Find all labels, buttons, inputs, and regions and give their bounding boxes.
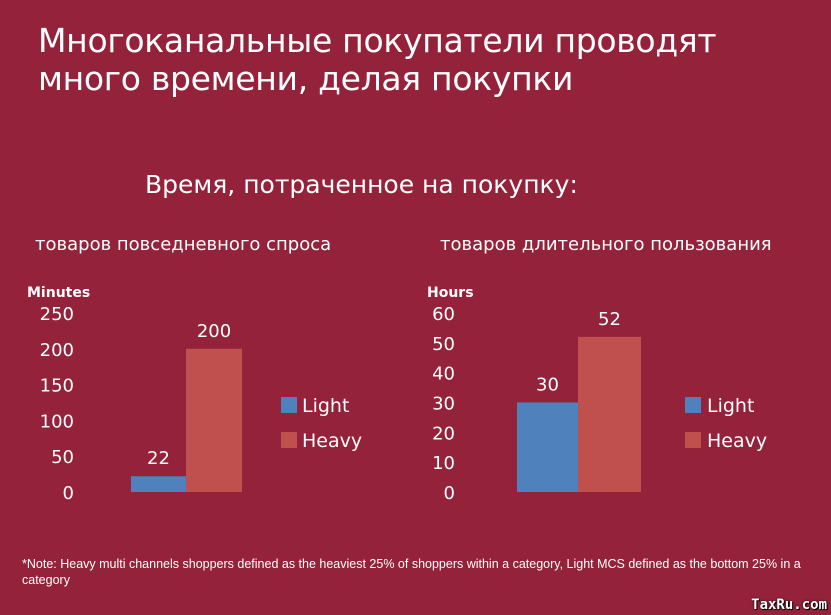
y-tick-label: 250 <box>40 304 74 325</box>
y-tick-label: 20 <box>432 423 455 444</box>
bar-heavy <box>186 348 242 492</box>
y-tick-label: 30 <box>432 394 455 415</box>
subtitle: Время, потраченное на покупку: <box>145 170 578 199</box>
data-label: 22 <box>147 448 170 469</box>
y-axis-label: Minutes <box>27 285 90 301</box>
title-line-1: Многоканальные покупатели проводят <box>38 21 717 60</box>
y-tick-label: 150 <box>40 376 74 397</box>
y-tick-label: 60 <box>432 304 455 325</box>
bar-light <box>131 476 186 492</box>
legend-swatch-light <box>281 397 297 413</box>
legend-swatch-heavy <box>281 432 297 448</box>
legend-swatch-heavy <box>685 432 701 448</box>
legend-label: Light <box>302 395 349 417</box>
watermark: TaxRu.com <box>751 597 827 613</box>
legend-label: Heavy <box>707 430 767 452</box>
slide-title: Многоканальные покупатели проводят много… <box>38 21 717 98</box>
chart-title-everyday: товаров повседневного спроса <box>35 234 332 255</box>
data-label: 30 <box>536 375 559 396</box>
y-axis-label: Hours <box>427 285 474 301</box>
y-tick-label: 10 <box>432 453 455 474</box>
bar-heavy <box>578 336 641 492</box>
y-tick-label: 100 <box>40 411 74 432</box>
data-label: 52 <box>598 309 621 330</box>
data-label: 200 <box>197 321 231 342</box>
y-tick-label: 40 <box>432 364 455 385</box>
legend-label: Light <box>707 395 754 417</box>
y-tick-label: 0 <box>444 483 455 504</box>
legend-label: Heavy <box>302 430 362 452</box>
y-tick-label: 50 <box>51 447 74 468</box>
legend-swatch-light <box>685 397 701 413</box>
chart-title-durable: товаров длительного пользования <box>440 234 772 255</box>
y-tick-label: 50 <box>432 334 455 355</box>
y-tick-label: 200 <box>40 340 74 361</box>
footnote: *Note: Heavy multi channels shoppers def… <box>22 557 801 587</box>
title-line-2: много времени, делая покупки <box>38 59 574 98</box>
y-tick-label: 0 <box>63 483 74 504</box>
bar-light <box>517 402 578 492</box>
